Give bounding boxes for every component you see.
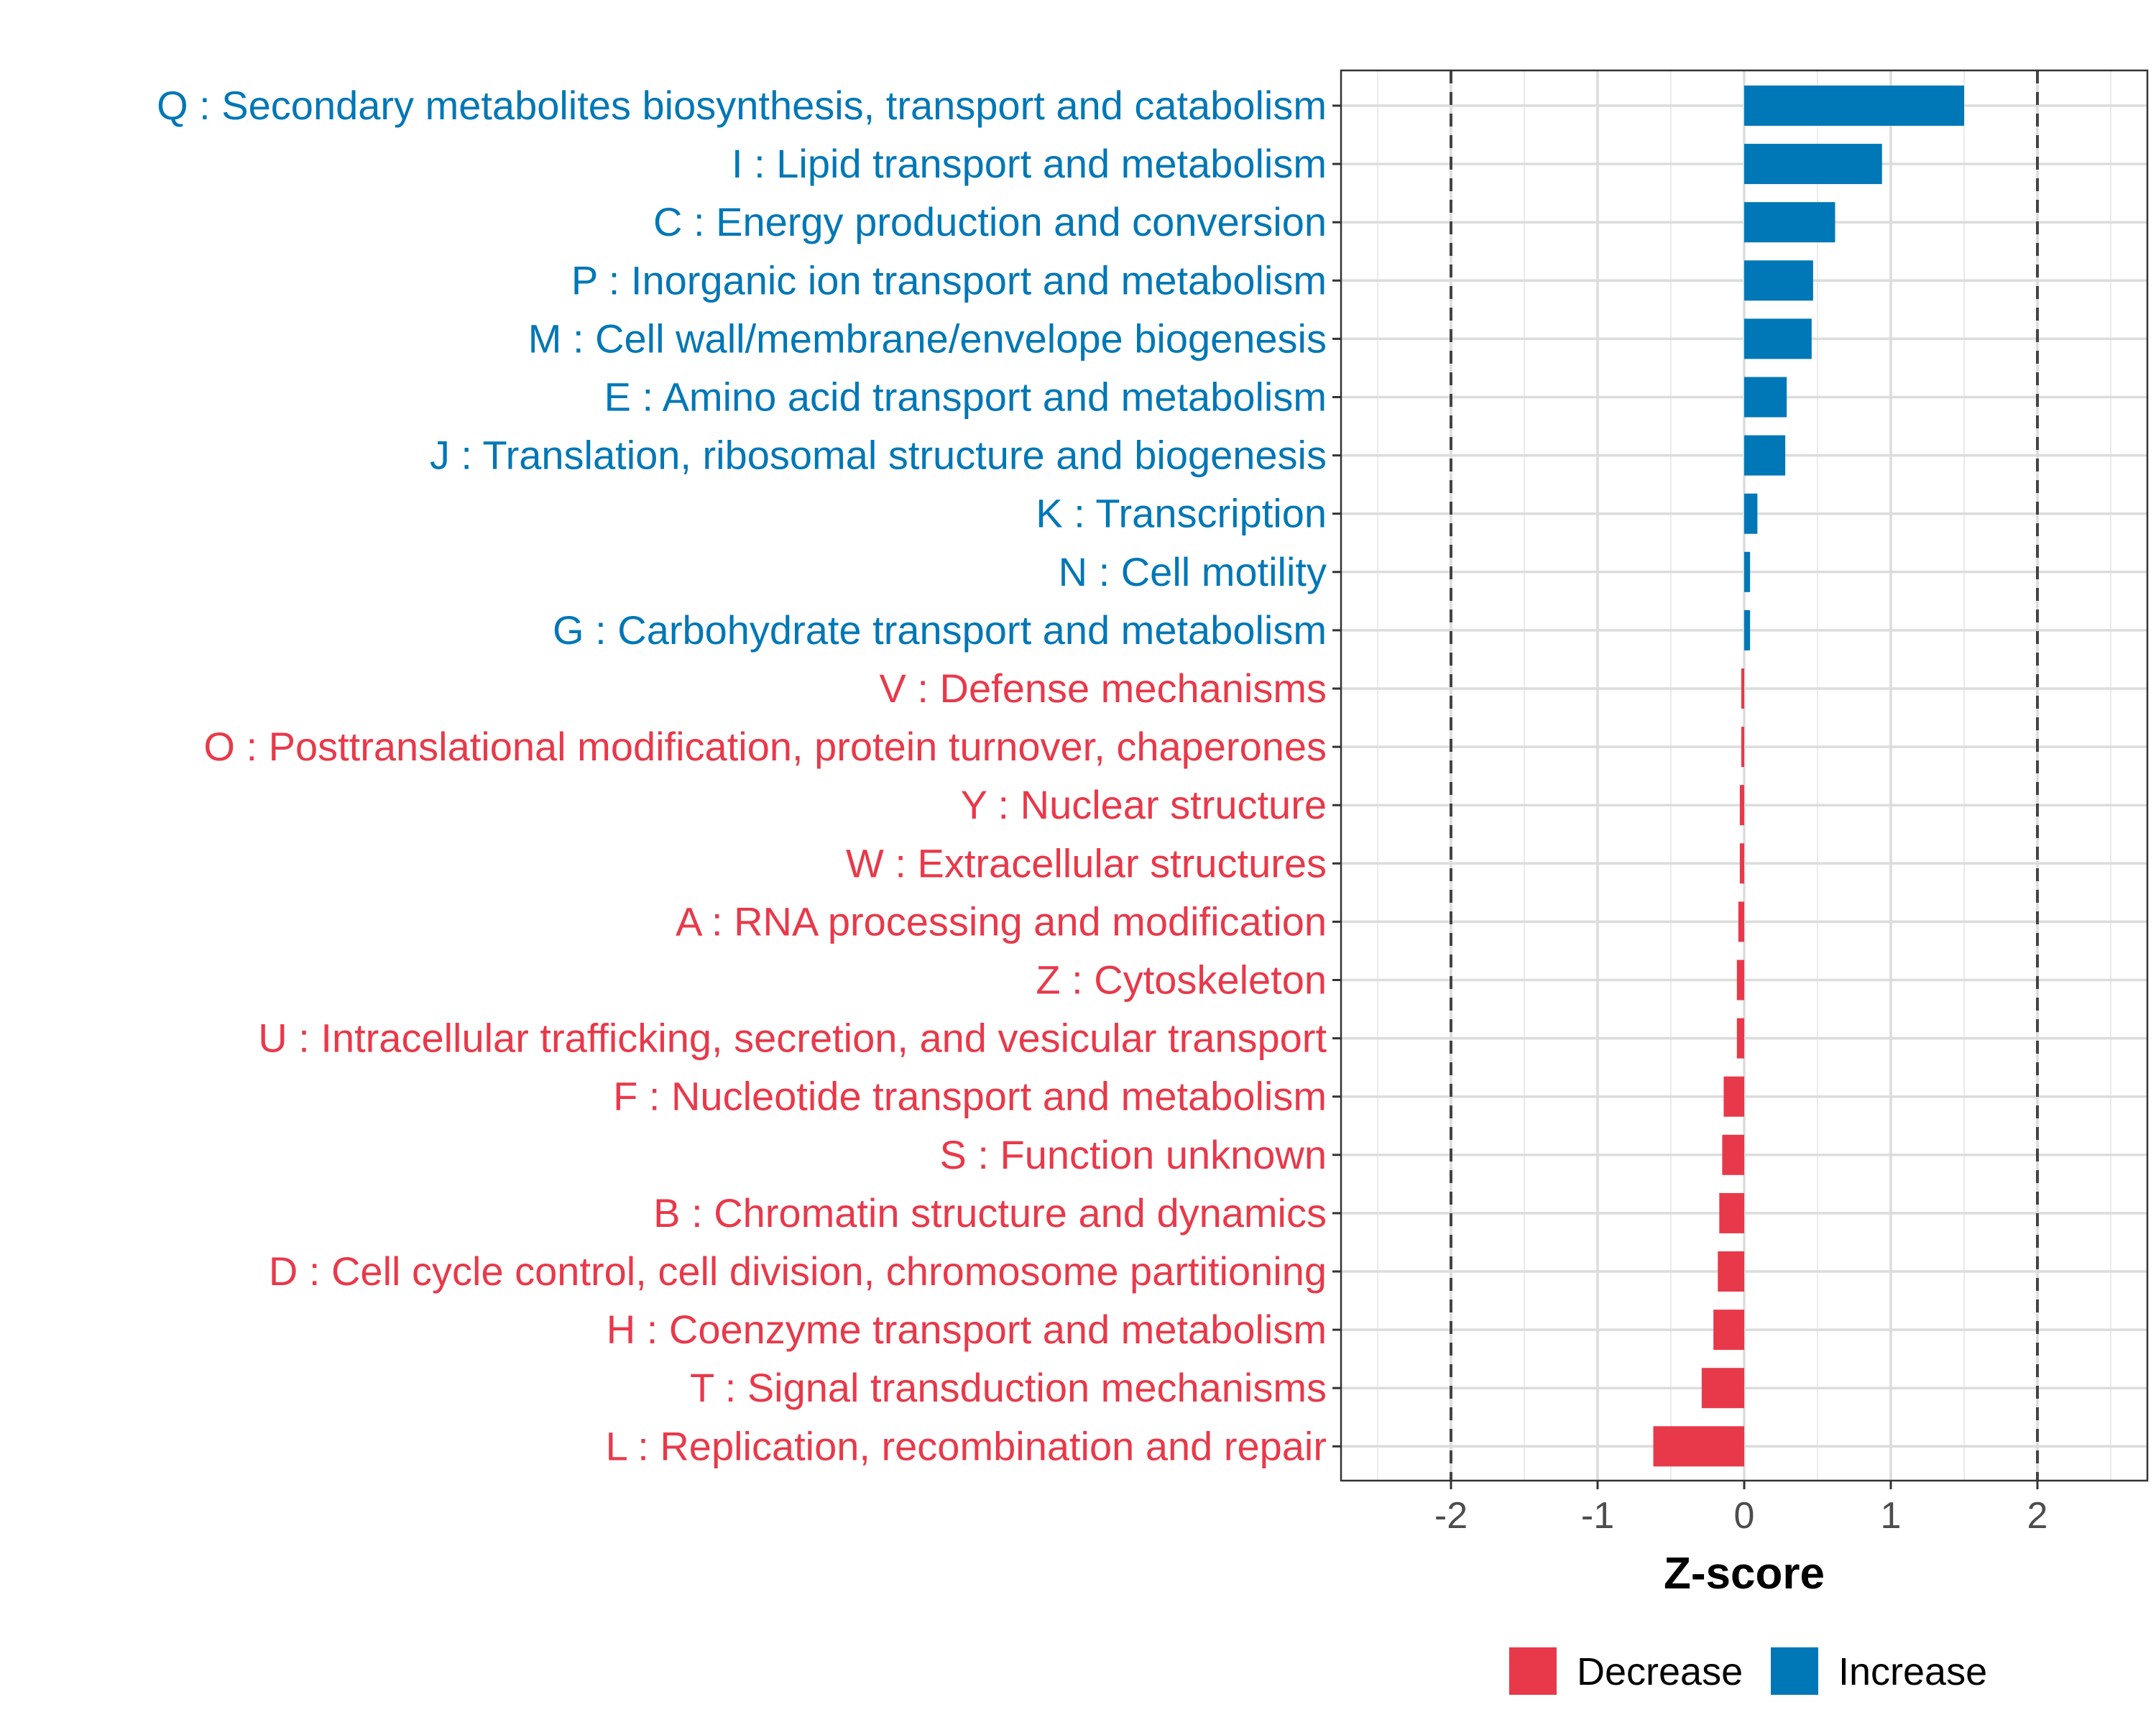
legend-swatch-increase (1771, 1647, 1818, 1695)
category-label-o: O : Posttranslational modification, prot… (203, 724, 1327, 769)
category-label-y: Y : Nuclear structure (961, 782, 1327, 827)
bar-f (1723, 1076, 1744, 1117)
x-axis-ticks: -2 -1 0 1 2 (1434, 1481, 2048, 1537)
bar-a (1738, 901, 1744, 942)
category-label-a: A : RNA processing and modification (676, 898, 1327, 944)
bar-q (1744, 86, 1964, 126)
bar-e (1744, 377, 1787, 418)
bar-d (1718, 1251, 1744, 1292)
category-label-z: Z : Cytoskeleton (1036, 957, 1327, 1003)
category-labels: Q : Secondary metabolites biosynthesis, … (157, 83, 1327, 1468)
bar-s (1722, 1134, 1744, 1175)
category-label-g: G : Carbohydrate transport and metabolis… (553, 607, 1327, 653)
category-label-j: J : Translation, ribosomal structure and… (430, 433, 1327, 478)
legend-label-decrease: Decrease (1577, 1650, 1743, 1693)
category-label-m: M : Cell wall/membrane/envelope biogenes… (528, 316, 1327, 361)
bars (1653, 86, 1964, 1467)
reference-lines (1450, 70, 2039, 1481)
category-label-v: V : Defense mechanisms (880, 666, 1327, 711)
category-label-k: K : Transcription (1036, 491, 1327, 536)
x-axis-title: Z-score (1664, 1549, 1825, 1598)
bar-i (1744, 144, 1882, 185)
bar-n (1744, 551, 1751, 592)
bar-l (1653, 1426, 1744, 1467)
category-label-e: E : Amino acid transport and metabolism (604, 374, 1327, 420)
bar-g (1744, 610, 1751, 650)
category-label-c: C : Energy production and conversion (653, 199, 1327, 244)
bar-w (1739, 843, 1744, 884)
category-label-q: Q : Secondary metabolites biosynthesis, … (157, 83, 1327, 128)
bar-v (1741, 668, 1744, 709)
bar-u (1736, 1018, 1744, 1059)
legend-swatch-decrease (1509, 1647, 1557, 1695)
category-label-u: U : Intracellular trafficking, secretion… (258, 1016, 1327, 1061)
bar-c (1744, 202, 1835, 243)
category-label-i: I : Lipid transport and metabolism (732, 141, 1327, 186)
bar-m (1744, 318, 1812, 359)
category-label-p: P : Inorganic ion transport and metaboli… (571, 257, 1327, 303)
x-tick-label: 2 (2027, 1495, 2048, 1537)
category-label-n: N : Cell motility (1059, 549, 1327, 594)
category-label-l: L : Replication, recombination and repai… (606, 1423, 1327, 1468)
bar-y (1739, 785, 1744, 826)
x-tick-label: 0 (1734, 1495, 1755, 1537)
category-label-d: D : Cell cycle control, cell division, c… (269, 1248, 1327, 1294)
bar-j (1744, 435, 1786, 476)
legend-label-increase: Increase (1838, 1650, 1987, 1693)
bar-k (1744, 493, 1758, 534)
category-label-h: H : Coenzyme transport and metabolism (607, 1307, 1327, 1352)
legend: Decrease Increase (1509, 1647, 1987, 1695)
bar-h (1713, 1310, 1744, 1351)
x-tick-label: -2 (1434, 1495, 1468, 1537)
category-label-t: T : Signal transduction mechanisms (690, 1365, 1327, 1410)
bar-b (1719, 1192, 1744, 1233)
category-label-w: W : Extracellular structures (846, 840, 1327, 886)
bar-z (1736, 960, 1744, 1000)
category-label-f: F : Nucleotide transport and metabolism (613, 1074, 1327, 1119)
bar-p (1744, 260, 1813, 301)
x-tick-label: 1 (1881, 1495, 1902, 1537)
x-tick-label: -1 (1581, 1495, 1614, 1537)
category-label-s: S : Function unknown (939, 1132, 1327, 1177)
category-label-b: B : Chromatin structure and dynamics (653, 1190, 1327, 1236)
bar-o (1741, 727, 1744, 768)
bar-t (1701, 1368, 1744, 1409)
y-tick-marks (1332, 104, 1341, 1448)
